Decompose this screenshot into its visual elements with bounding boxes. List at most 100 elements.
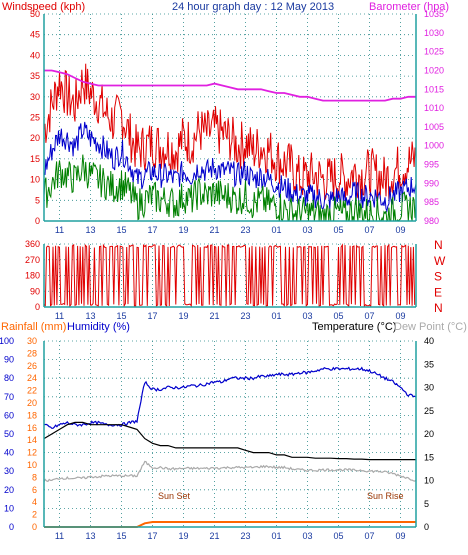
humidity-y-tick-label: 90 xyxy=(4,355,14,365)
dir-x-tick-label: 19 xyxy=(178,311,188,321)
rain-y-tick-label: 30 xyxy=(27,336,37,346)
series-line-dewpoint xyxy=(43,460,417,483)
rain-y-tick-label: 18 xyxy=(27,410,37,420)
rain-y-tick-label: 12 xyxy=(27,448,37,458)
humidity-label: Humidity (%) xyxy=(67,321,130,333)
wind-x-tick-label: 19 xyxy=(178,225,188,235)
temp-y-tick-label: 5 xyxy=(424,499,429,509)
compass-label: N xyxy=(434,238,443,252)
rain-y-tick-label: 8 xyxy=(32,472,37,482)
rain-y-tick-label: 14 xyxy=(27,435,37,445)
temp-y-tick-label: 15 xyxy=(424,452,434,462)
temp-x-tick-label: 07 xyxy=(364,531,374,541)
baro-y-tick-label: 990 xyxy=(424,178,439,188)
rain-y-tick-label: 16 xyxy=(27,423,37,433)
dir-y-tick-label: 270 xyxy=(25,255,40,265)
wind-y-tick-label: 0 xyxy=(35,216,40,226)
temp-y-tick-label: 40 xyxy=(424,336,434,346)
humidity-y-tick-label: 60 xyxy=(4,410,14,420)
compass-label: N xyxy=(434,301,443,315)
baro-y-tick-label: 1025 xyxy=(424,47,444,57)
rainfall-label: Rainfall (mm) xyxy=(1,321,66,333)
axes-layer: 11 13 15 17 19 21 23 01 03 05 07 090510152025303540… xyxy=(0,9,446,541)
dewpoint-label: Dew Point (°C) xyxy=(394,321,467,333)
wind-x-tick-label: 21 xyxy=(209,225,219,235)
temp-y-tick-label: 0 xyxy=(424,522,429,532)
temp-y-tick-label: 30 xyxy=(424,383,434,393)
dir-x-tick-label: 11 xyxy=(55,311,64,321)
dir-x-tick-label: 23 xyxy=(240,311,250,321)
wind-y-tick-label: 30 xyxy=(30,92,40,102)
marks-layer xyxy=(43,63,417,528)
series-line-barometer xyxy=(44,69,416,102)
wind-title: Windspeed (kph) xyxy=(2,1,85,13)
dir-x-tick-label: 01 xyxy=(271,311,281,321)
temp-x-tick-label: 13 xyxy=(85,531,95,541)
humidity-y-tick-label: 100 xyxy=(0,336,14,346)
wind-x-tick-label: 09 xyxy=(395,225,405,235)
wind-y-tick-label: 5 xyxy=(35,195,40,205)
sunrise-label: Sun Rise xyxy=(367,491,404,501)
temp-x-tick-label: 09 xyxy=(395,531,405,541)
sunset-label: Sun Set xyxy=(158,491,191,501)
dir-x-tick-label: 03 xyxy=(302,311,312,321)
baro-y-tick-label: 985 xyxy=(424,197,439,207)
dir-y-tick-label: 360 xyxy=(25,239,40,249)
dir-x-tick-label: 05 xyxy=(333,311,343,321)
temperature-label: Temperature (°C) xyxy=(312,321,396,333)
baro-y-tick-label: 1015 xyxy=(424,84,444,94)
rain-y-tick-label: 20 xyxy=(27,398,37,408)
rain-y-tick-label: 26 xyxy=(27,361,37,371)
baro-y-tick-label: 995 xyxy=(424,160,439,170)
baro-y-tick-label: 1000 xyxy=(424,141,444,151)
rain-y-tick-label: 4 xyxy=(32,497,37,507)
baro-title: Barometer (hpa) xyxy=(369,1,449,13)
baro-y-tick-label: 1035 xyxy=(424,9,444,19)
rain-y-tick-label: 0 xyxy=(32,522,37,532)
humidity-y-tick-label: 80 xyxy=(4,373,14,383)
humidity-y-tick-label: 0 xyxy=(9,522,14,532)
wind-x-tick-label: 11 xyxy=(55,225,64,235)
humidity-y-tick-label: 70 xyxy=(4,392,14,402)
series-line-direction xyxy=(43,243,416,308)
temp-x-tick-label: 17 xyxy=(147,531,157,541)
baro-y-tick-label: 1030 xyxy=(424,28,444,38)
date-title: 24 hour graph day : 12 May 2013 xyxy=(172,1,334,13)
temp-x-tick-label: 15 xyxy=(116,531,126,541)
dir-x-tick-label: 09 xyxy=(395,311,405,321)
rain-y-tick-label: 22 xyxy=(27,386,37,396)
series-line-temperature xyxy=(43,421,416,461)
humidity-y-tick-label: 20 xyxy=(4,485,14,495)
rain-y-tick-label: 10 xyxy=(27,460,37,470)
compass-label: W xyxy=(434,254,446,268)
temp-y-tick-label: 25 xyxy=(424,406,434,416)
temp-x-tick-label: 03 xyxy=(302,531,312,541)
rain-y-tick-label: 24 xyxy=(27,373,37,383)
dir-x-tick-label: 21 xyxy=(209,311,219,321)
wind-y-tick-label: 20 xyxy=(30,133,40,143)
wind-y-tick-label: 50 xyxy=(30,9,40,19)
wind-x-tick-label: 03 xyxy=(302,225,312,235)
wind-x-tick-label: 01 xyxy=(271,225,281,235)
wind-y-tick-label: 25 xyxy=(30,113,40,123)
temp-x-tick-label: 21 xyxy=(209,531,219,541)
wind-x-tick-label: 17 xyxy=(147,225,157,235)
wind-y-tick-label: 40 xyxy=(30,50,40,60)
temp-x-tick-label: 05 xyxy=(333,531,343,541)
temp-x-tick-label: 11 xyxy=(55,531,64,541)
series-line-humidity xyxy=(43,366,417,429)
compass-label: E xyxy=(434,285,442,299)
temp-x-tick-label: 01 xyxy=(271,531,281,541)
temp-y-tick-label: 20 xyxy=(424,429,434,439)
temp-x-tick-label: 19 xyxy=(178,531,188,541)
humidity-y-tick-label: 30 xyxy=(4,466,14,476)
dir-x-tick-label: 13 xyxy=(85,311,95,321)
wind-y-tick-label: 15 xyxy=(30,154,40,164)
humidity-y-tick-label: 40 xyxy=(4,448,14,458)
wind-y-tick-label: 10 xyxy=(30,175,40,185)
dir-x-tick-label: 07 xyxy=(364,311,374,321)
baro-y-tick-label: 1020 xyxy=(424,65,444,75)
rain-y-tick-label: 6 xyxy=(32,485,37,495)
